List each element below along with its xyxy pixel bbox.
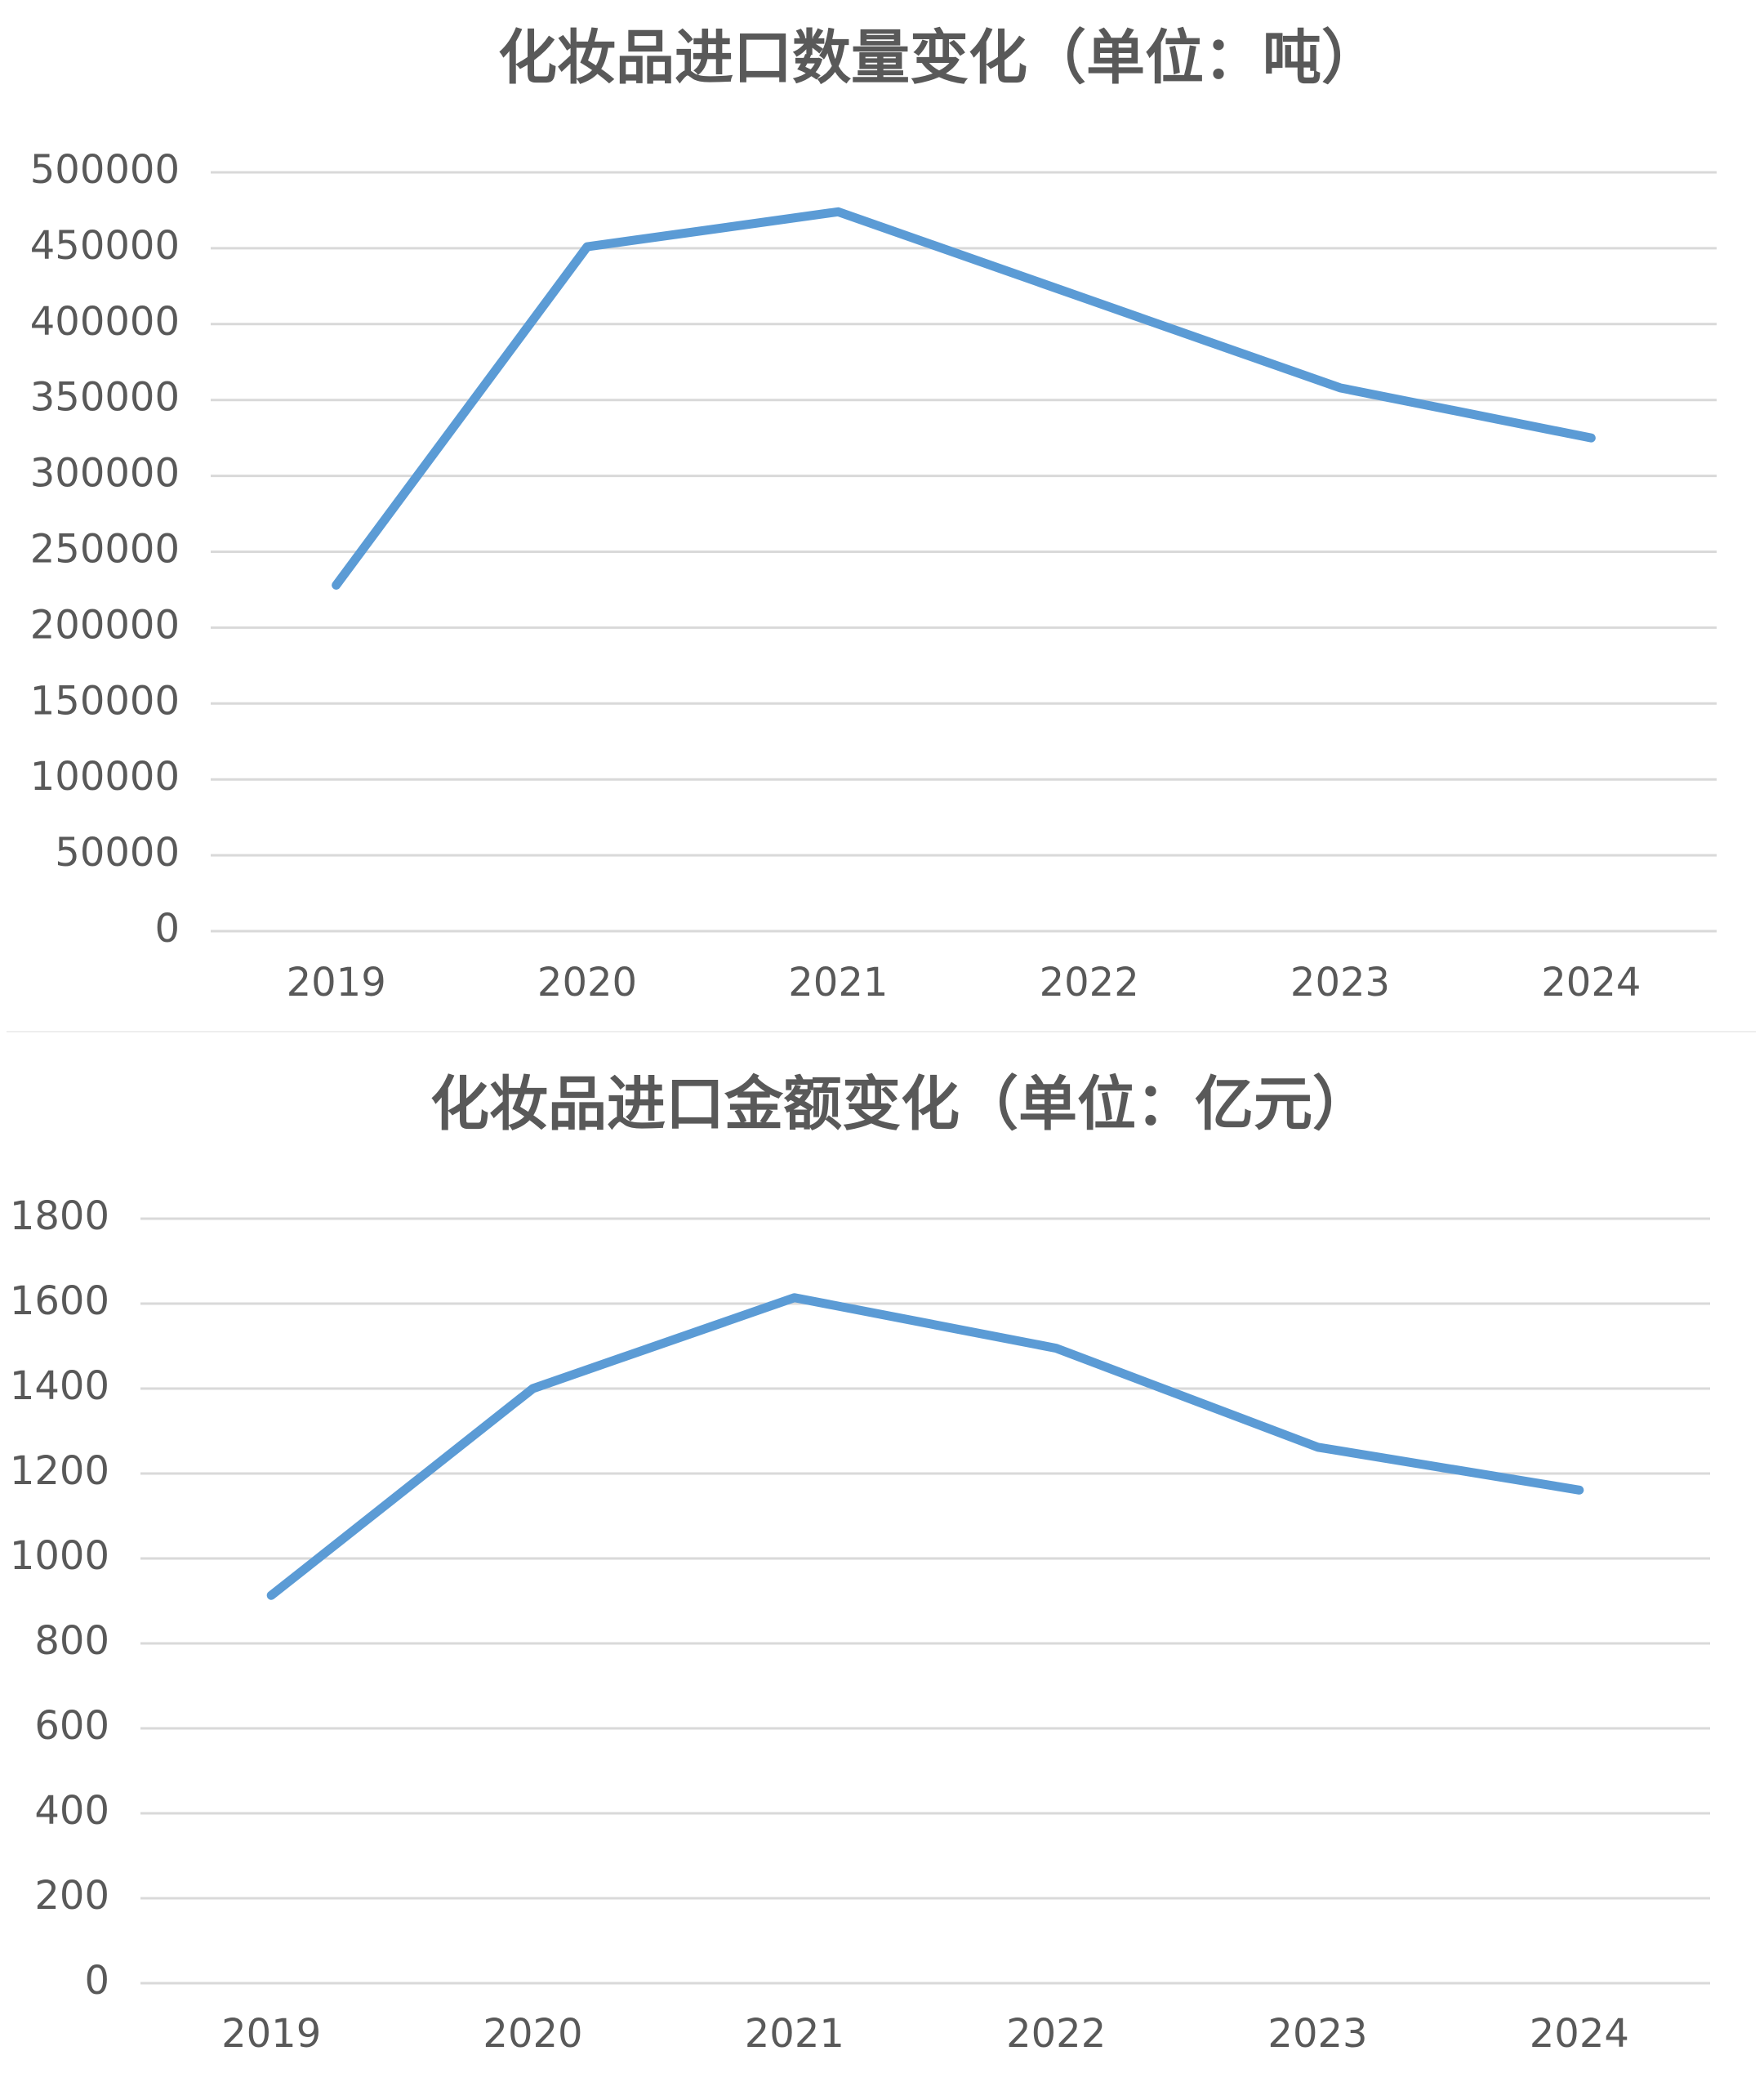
chart-title: 化妆品进口数量变化（单位：吨） — [498, 24, 1380, 92]
y-tick-label: 500000 — [30, 147, 180, 193]
x-tick-label: 2024 — [1530, 2011, 1629, 2057]
x-tick-label: 2021 — [745, 2011, 844, 2057]
y-tick-label: 100000 — [30, 754, 180, 800]
y-tick-label: 350000 — [30, 375, 180, 421]
x-tick-label: 2023 — [1290, 960, 1390, 1005]
chart-title: 化妆品进口金额变化（单位：亿元） — [430, 1070, 1371, 1139]
y-tick-label: 400000 — [30, 299, 180, 345]
y-tick-label: 800 — [34, 1618, 109, 1664]
y-tick-label: 200 — [34, 1873, 109, 1919]
y-tick-label: 0 — [84, 1958, 109, 2004]
y-tick-label: 450000 — [30, 223, 180, 269]
x-tick-label: 2021 — [788, 960, 888, 1005]
y-tick-label: 0 — [154, 906, 180, 952]
y-tick-label: 200000 — [30, 602, 180, 648]
y-tick-label: 1000 — [10, 1533, 109, 1579]
y-tick-label: 250000 — [30, 527, 180, 573]
data-line — [332, 207, 1596, 590]
y-tick-label: 300000 — [30, 451, 180, 497]
x-tick-label: 2020 — [483, 2011, 582, 2057]
x-tick-label: 2023 — [1267, 2011, 1367, 2057]
y-tick-label: 1600 — [10, 1278, 109, 1324]
x-tick-label: 2020 — [537, 960, 637, 1005]
y-tick-label: 50000 — [55, 830, 180, 876]
x-tick-label: 2022 — [1040, 960, 1139, 1005]
y-tick-label: 150000 — [30, 678, 180, 724]
y-tick-label: 400 — [34, 1788, 109, 1834]
y-tick-label: 1200 — [10, 1448, 109, 1494]
y-tick-label: 1800 — [10, 1193, 109, 1239]
y-tick-label: 600 — [34, 1703, 109, 1749]
x-tick-label: 2022 — [1006, 2011, 1106, 2057]
data-line — [266, 1293, 1584, 1600]
x-tick-label: 2024 — [1541, 960, 1641, 1005]
y-tick-label: 1400 — [10, 1363, 109, 1409]
x-tick-label: 2019 — [287, 960, 386, 1005]
x-tick-label: 2019 — [221, 2011, 321, 2057]
